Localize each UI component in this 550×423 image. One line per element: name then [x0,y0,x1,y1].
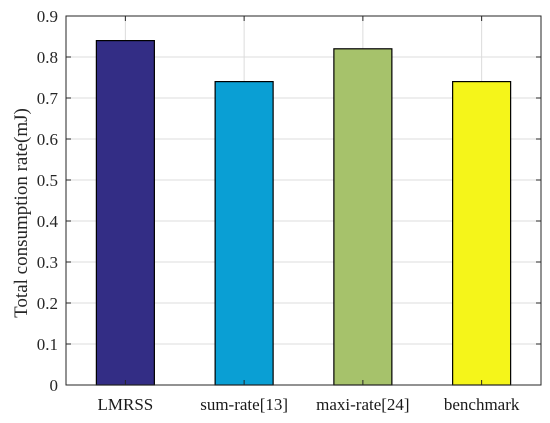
bars [95,39,512,386]
bar-sum-rate-13 [214,80,274,386]
axes [65,15,542,386]
x-tick-label: benchmark [444,395,520,414]
y-tick-label: 0.3 [37,253,58,272]
x-tick-label: sum-rate[13] [200,395,288,414]
bar-benchmark [452,80,512,386]
y-tick-label: 0.2 [37,294,58,313]
x-tick-label: LMRSS [98,395,154,414]
bar-maxi-rate-24 [333,48,393,386]
y-tick-label: 0.9 [37,7,58,26]
y-tick-label: 0 [50,376,59,395]
y-tick-label: 0.7 [37,89,59,108]
plot-frame [65,15,542,386]
y-axis-title: Total consumption rate(mJ) [11,108,32,318]
y-tick-label: 0.4 [37,212,59,231]
y-tick-label: 0.1 [37,335,58,354]
tick-labels: 0 0.1 0.2 0.3 0.4 0.5 0.6 0.7 0.8 0.9 LMRSS sum-rat… [37,7,520,414]
x-tick-label: maxi-rate[24] [316,395,409,414]
y-tick-label: 0.6 [37,130,58,149]
bar-lmrss [95,39,155,386]
y-tick-label: 0.8 [37,48,58,67]
y-tick-label: 0.5 [37,171,58,190]
